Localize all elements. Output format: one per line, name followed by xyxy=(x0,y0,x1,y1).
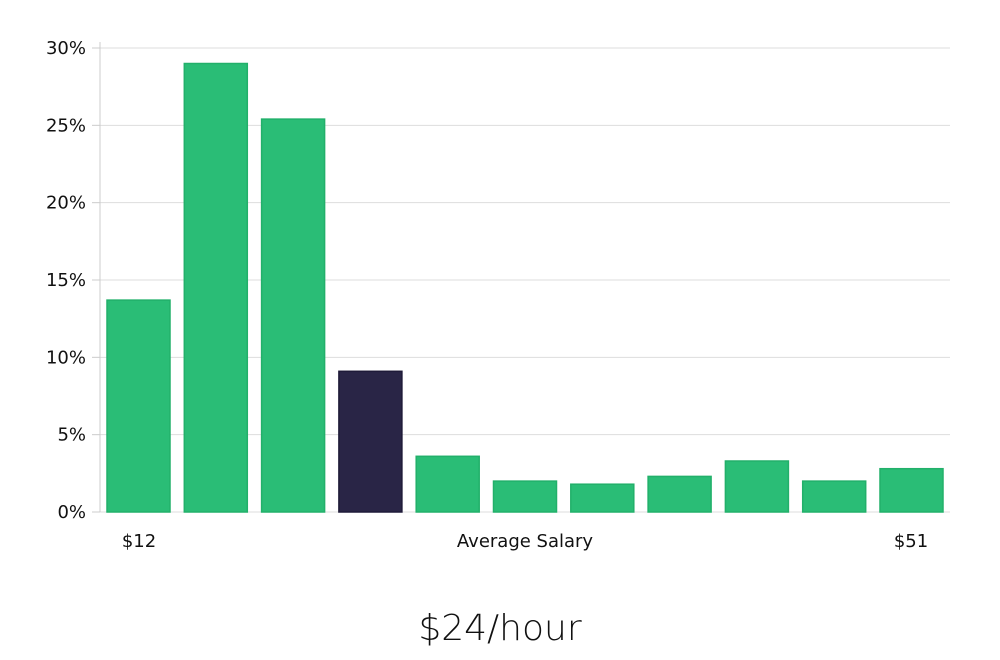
bar xyxy=(570,483,635,513)
x-end-label: $51 xyxy=(894,531,928,552)
y-tick-label: 30% xyxy=(46,38,86,59)
y-axis-ticks: 0% 5% 10% 15% 20% 25% 30% xyxy=(46,38,100,523)
y-tick-label: 10% xyxy=(46,347,86,368)
bar xyxy=(879,467,944,513)
bar xyxy=(183,62,249,513)
y-tick-label: 25% xyxy=(46,115,86,136)
x-start-label: $12 xyxy=(122,531,156,552)
bar xyxy=(106,299,171,513)
y-tick-label: 20% xyxy=(46,193,86,214)
x-axis-label: Average Salary xyxy=(457,531,594,552)
bars xyxy=(106,62,944,513)
y-tick-label: 5% xyxy=(57,425,86,446)
bar xyxy=(724,460,790,513)
y-tick-label: 15% xyxy=(46,270,86,291)
average-salary-value: $24/hour xyxy=(418,608,582,649)
bar xyxy=(647,475,712,513)
bar xyxy=(492,480,558,513)
y-tick-label: 0% xyxy=(57,502,86,523)
bar xyxy=(260,118,326,513)
bar xyxy=(415,455,480,513)
bar-highlighted xyxy=(338,370,403,513)
bar xyxy=(801,480,867,513)
